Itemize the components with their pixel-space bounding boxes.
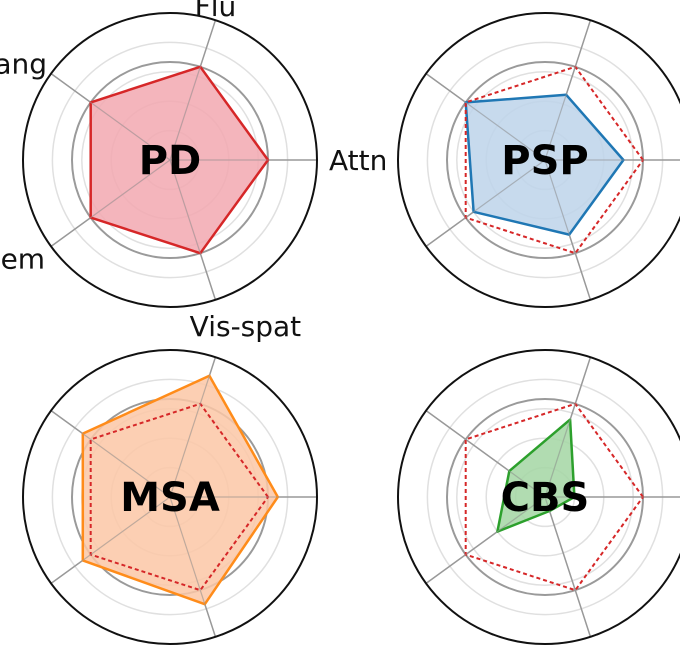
outer-frame [397,349,680,645]
panel-title-cbs: CBS [501,475,590,521]
outer-frame [397,12,680,308]
spoke-overlay [544,20,591,161]
spoke-overlay [169,357,216,498]
series-polygon-psp [464,93,625,236]
outer-frame [22,12,318,308]
radar-panel-cbs: CBS [397,349,680,645]
axis-label-lang: Lang [0,48,47,81]
reference-polygon [89,402,270,592]
axis-label-vis-spat: Vis-spat [190,310,302,343]
radar-panel-psp: PSP [397,12,680,308]
panel-title-pd: PD [139,138,202,184]
reference-polygon [464,65,645,255]
axis-label-mem: Mem [0,242,45,275]
spoke-overlay [169,159,216,300]
spoke-overlay [169,496,216,637]
spoke-overlay [544,496,591,637]
spoke-overlay [50,496,171,584]
spoke-overlay [50,159,171,247]
spoke-overlay [50,73,171,161]
spoke-overlay [544,159,591,300]
series-polygon-cbs [496,418,576,533]
spoke-overlay [169,20,216,161]
axis-label-flu: Flu [195,0,237,23]
spoke-overlay [425,159,546,247]
spoke-overlay [544,357,591,498]
spoke-overlay [50,410,171,498]
spoke-overlay [425,410,546,498]
outer-frame [22,349,318,645]
spoke-overlay [425,496,546,584]
spoke-overlay [425,73,546,161]
axis-label-attn: Attn [329,144,387,177]
panel-title-psp: PSP [501,138,588,184]
series-polygon-msa [81,374,280,606]
radar-panel-pd: PD [22,12,318,308]
panel-title-msa: MSA [120,475,220,521]
reference-polygon [464,402,645,592]
radar-panel-msa: MSA [22,349,318,645]
